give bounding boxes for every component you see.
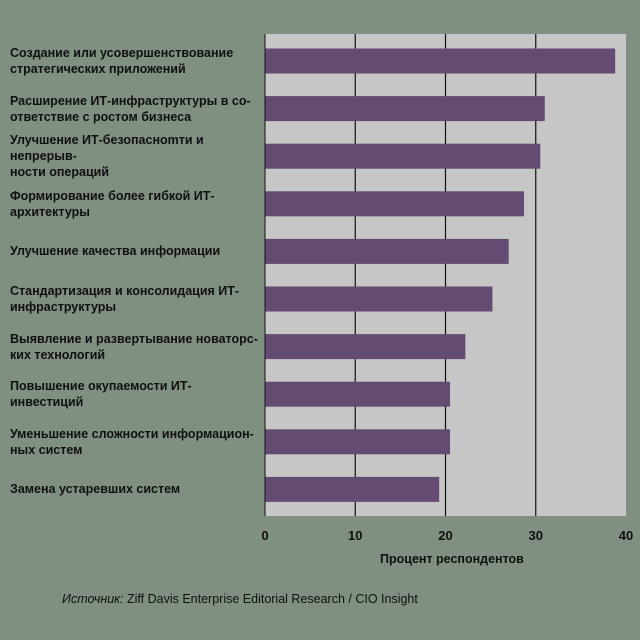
x-tick-label-1: 10: [348, 528, 362, 543]
source-note: Источник: Ziff Davis Enterprise Editoria…: [62, 592, 418, 606]
bar-9: [265, 476, 440, 502]
category-label-6: Выявление и развертывание новаторс- ких …: [10, 331, 258, 362]
category-label-5: Стандартизация и консолидация ИТ- инфрас…: [10, 284, 240, 314]
bar-4: [265, 238, 509, 264]
category-label-7: Повышение окупаемости ИТ-инвестиций: [10, 379, 192, 410]
x-axis-title: Процент респондентов: [380, 552, 524, 566]
bar-5: [265, 286, 493, 312]
bar-0: [265, 48, 616, 74]
category-label-8: Уменьшение сложности информацион- ных си…: [10, 426, 254, 457]
category-label-3: Формирование более гибкой ИТ- архитектур…: [10, 188, 215, 219]
bar-3: [265, 191, 525, 217]
bar-8: [265, 429, 451, 455]
category-label-1: Расширение ИТ-инфраструктуры в со- ответ…: [10, 93, 251, 124]
x-tick-label-3: 30: [529, 528, 543, 543]
category-label-0: Создание или усовершенствование стратеги…: [10, 46, 234, 76]
bar-6: [265, 334, 466, 360]
category-label-2: Улучшение ИТ-безопаснomти и непрерыв- но…: [10, 133, 204, 180]
source-text: Ziff Davis Enterprise Editorial Research…: [123, 592, 418, 606]
category-label-4: Улучшение качества информации: [10, 244, 221, 259]
bar-1: [265, 96, 545, 122]
category-label-9: Замена устаревших систем: [10, 482, 181, 497]
x-tick-label-0: 0: [261, 528, 268, 543]
bar-7: [265, 381, 451, 407]
x-tick-label-2: 20: [438, 528, 452, 543]
bar-2: [265, 143, 541, 169]
source-prefix: Источник:: [62, 592, 124, 606]
x-tick-label-4: 40: [619, 528, 633, 543]
